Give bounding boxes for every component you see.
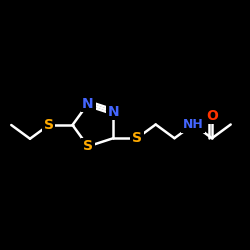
Text: O: O <box>206 109 218 123</box>
Text: N: N <box>82 96 94 110</box>
Text: N: N <box>108 105 119 119</box>
Text: S: S <box>132 131 142 145</box>
Text: S: S <box>44 118 54 132</box>
Text: S: S <box>83 140 93 153</box>
Text: NH: NH <box>183 118 204 131</box>
